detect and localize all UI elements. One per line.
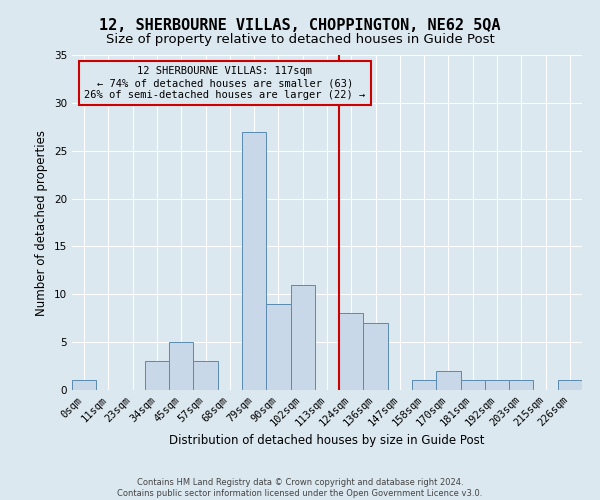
Bar xyxy=(290,284,315,390)
Bar xyxy=(436,371,461,390)
Text: 12, SHERBOURNE VILLAS, CHOPPINGTON, NE62 5QA: 12, SHERBOURNE VILLAS, CHOPPINGTON, NE62… xyxy=(99,18,501,32)
Bar xyxy=(266,304,290,390)
Bar xyxy=(72,380,96,390)
X-axis label: Distribution of detached houses by size in Guide Post: Distribution of detached houses by size … xyxy=(169,434,485,447)
Text: 12 SHERBOURNE VILLAS: 117sqm
← 74% of detached houses are smaller (63)
26% of se: 12 SHERBOURNE VILLAS: 117sqm ← 74% of de… xyxy=(85,66,365,100)
Bar xyxy=(242,132,266,390)
Bar xyxy=(485,380,509,390)
Bar xyxy=(364,323,388,390)
Y-axis label: Number of detached properties: Number of detached properties xyxy=(35,130,49,316)
Bar xyxy=(461,380,485,390)
Text: Size of property relative to detached houses in Guide Post: Size of property relative to detached ho… xyxy=(106,32,494,46)
Text: Contains HM Land Registry data © Crown copyright and database right 2024.
Contai: Contains HM Land Registry data © Crown c… xyxy=(118,478,482,498)
Bar xyxy=(509,380,533,390)
Bar xyxy=(169,342,193,390)
Bar xyxy=(558,380,582,390)
Bar xyxy=(193,362,218,390)
Bar xyxy=(145,362,169,390)
Bar xyxy=(412,380,436,390)
Bar xyxy=(339,314,364,390)
